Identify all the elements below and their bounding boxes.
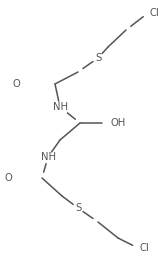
Text: NH: NH <box>40 152 55 162</box>
Bar <box>149 9 160 17</box>
Bar <box>54 102 66 112</box>
Text: O: O <box>12 79 20 89</box>
Bar <box>139 244 150 252</box>
Bar <box>95 54 101 62</box>
Text: O: O <box>4 173 12 183</box>
Text: Cl: Cl <box>140 243 150 253</box>
Text: S: S <box>95 53 101 63</box>
Bar <box>43 153 53 161</box>
Bar <box>15 80 20 88</box>
Text: Cl: Cl <box>150 8 160 18</box>
Bar <box>75 204 81 212</box>
Text: OH: OH <box>110 118 125 128</box>
Text: S: S <box>75 203 81 213</box>
Bar <box>109 119 120 127</box>
Bar <box>7 173 12 183</box>
Text: NH: NH <box>52 102 67 112</box>
